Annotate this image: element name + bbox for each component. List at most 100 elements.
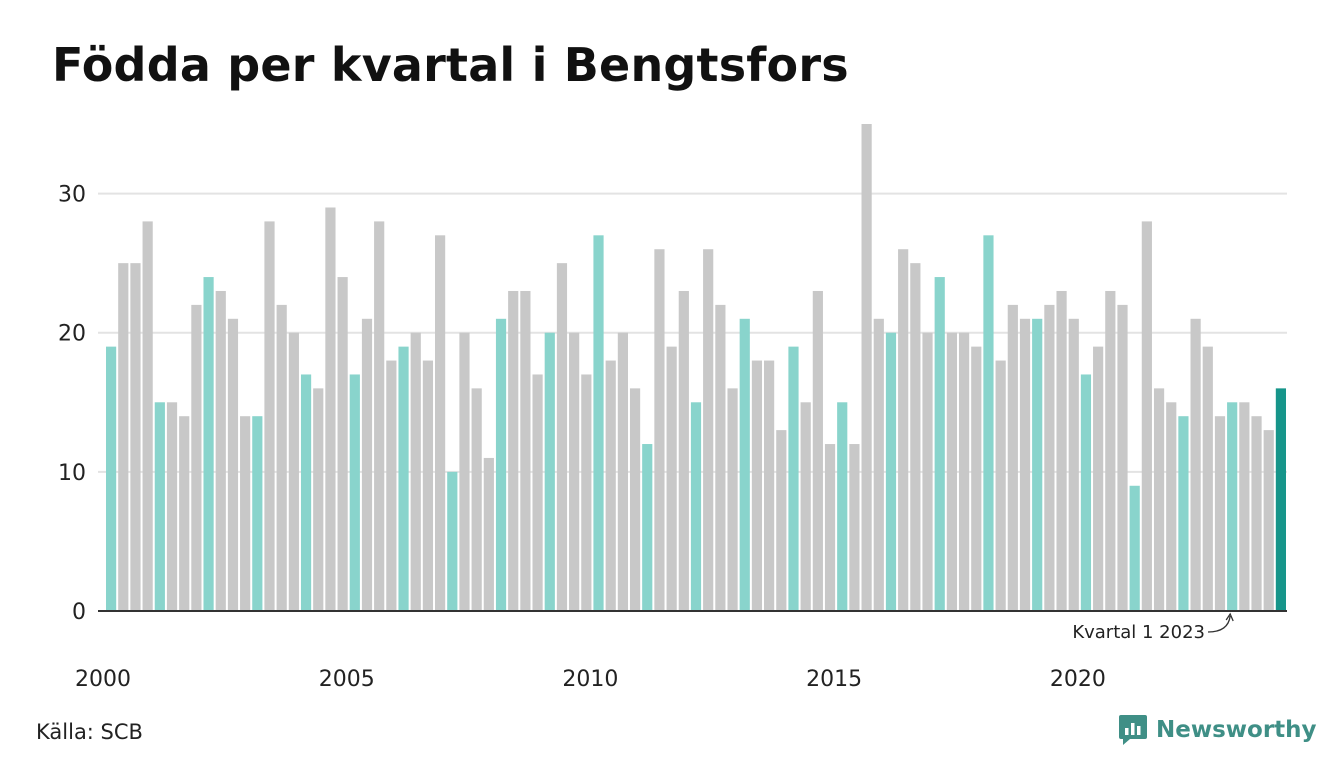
bar <box>1166 402 1177 611</box>
bar <box>800 402 811 611</box>
bar <box>1068 318 1079 611</box>
bar <box>1190 318 1201 611</box>
bar <box>1227 402 1238 611</box>
bar <box>885 332 897 611</box>
x-tick-label: 2020 <box>1050 667 1106 692</box>
brand-logo[interactable]: Newsworthy <box>1118 713 1317 747</box>
bar <box>678 290 689 611</box>
bar <box>520 290 531 611</box>
bar <box>873 318 884 611</box>
bar <box>922 332 933 611</box>
bar <box>910 263 921 611</box>
bar <box>837 402 848 611</box>
bar <box>215 290 226 611</box>
bar <box>118 263 129 611</box>
bar <box>288 332 299 611</box>
bar <box>581 374 592 611</box>
bar <box>946 332 957 611</box>
bar <box>325 207 336 612</box>
bar <box>824 444 836 611</box>
bar <box>313 388 324 611</box>
bar <box>605 360 616 611</box>
bar <box>898 249 909 612</box>
bar <box>1044 304 1055 611</box>
bar <box>1178 416 1189 611</box>
annotation: Kvartal 1 2023 <box>1072 612 1234 643</box>
y-tick-label: 0 <box>72 600 86 625</box>
y-tick-label: 20 <box>58 322 86 347</box>
bar <box>252 416 263 611</box>
bar <box>629 388 641 611</box>
bar <box>1263 430 1274 611</box>
bar <box>1129 485 1140 611</box>
bar <box>1275 388 1286 611</box>
bar <box>788 346 799 611</box>
bar <box>154 402 165 611</box>
bar <box>1153 388 1165 611</box>
bar <box>374 221 385 611</box>
x-tick-label: 2015 <box>806 667 862 692</box>
bar <box>556 263 568 611</box>
bar <box>958 332 970 611</box>
bar <box>727 388 738 611</box>
bar <box>861 124 872 611</box>
bar <box>1080 374 1092 611</box>
bar <box>300 374 312 611</box>
bar <box>715 304 726 611</box>
bar <box>142 221 153 611</box>
bar <box>422 360 434 611</box>
bar <box>227 318 239 611</box>
bar <box>764 360 775 611</box>
bar <box>617 332 628 611</box>
bar <box>983 235 994 611</box>
bar <box>1019 318 1031 611</box>
x-tick-label: 2010 <box>562 667 618 692</box>
bar <box>203 277 214 611</box>
bar <box>776 430 787 611</box>
bar <box>1007 304 1018 611</box>
bar <box>1117 304 1128 611</box>
bar <box>1251 416 1262 611</box>
bar <box>276 304 287 611</box>
bar <box>179 416 190 611</box>
bar <box>471 388 482 611</box>
bar <box>971 346 982 611</box>
bar <box>166 402 178 611</box>
bar <box>1105 290 1116 611</box>
bar <box>995 360 1006 611</box>
bar <box>410 332 421 611</box>
bar <box>508 290 519 611</box>
y-tick-label: 10 <box>58 461 86 486</box>
bar <box>666 346 677 611</box>
x-tick-label: 2000 <box>75 667 131 692</box>
bar <box>191 304 202 611</box>
bar <box>106 346 117 611</box>
bar <box>1056 290 1067 611</box>
bar <box>483 457 494 611</box>
bar <box>532 374 543 611</box>
bar <box>739 318 750 611</box>
bar <box>544 332 555 611</box>
bar <box>1141 221 1152 611</box>
bar <box>642 444 653 611</box>
bar <box>934 277 945 611</box>
bar <box>654 249 665 612</box>
bar <box>1093 346 1104 611</box>
tick-labels: 0 10 20 30 2000 2005 2010 2015 2020 <box>58 183 1106 692</box>
bar <box>130 263 141 611</box>
source-note: Källa: SCB <box>36 720 143 744</box>
bar <box>812 290 823 611</box>
bar <box>1032 318 1043 611</box>
chart-title: Födda per kvartal i Bengtsfors <box>52 38 849 92</box>
bar <box>361 318 373 611</box>
bar <box>569 332 580 611</box>
bar <box>240 416 251 611</box>
bar <box>703 249 714 612</box>
bar <box>386 360 397 611</box>
bar <box>435 235 446 611</box>
bar <box>1214 416 1226 611</box>
bar <box>459 332 470 611</box>
annotation-arrow <box>1207 615 1231 633</box>
bar <box>690 402 702 611</box>
